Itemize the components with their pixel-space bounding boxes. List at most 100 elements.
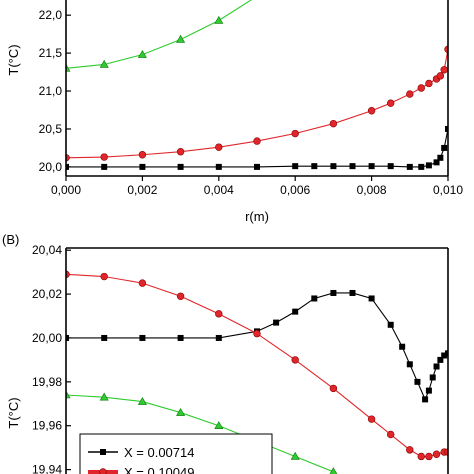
panel-a-x-tick-label: 0,000 bbox=[51, 183, 81, 197]
panel-a-series-1-point bbox=[417, 84, 425, 92]
panel-b-series-1-line bbox=[66, 273, 448, 458]
panel-b-series-1-point bbox=[417, 452, 425, 461]
panel-a-series-0-point bbox=[177, 163, 184, 170]
panel-b-series-1-point bbox=[215, 310, 223, 318]
panel-a-series-1-point bbox=[66, 154, 70, 162]
panel-a-series-1-point bbox=[387, 99, 395, 107]
panel-b-series-0-point bbox=[292, 308, 299, 315]
panel-b-series-0-point bbox=[414, 378, 421, 385]
panel-a-x-axis-title: r(m) bbox=[245, 209, 269, 224]
panel-a-series-2-line bbox=[66, 0, 253, 69]
panel-b-series-1-point bbox=[425, 452, 433, 461]
panel-b-y-tick-label: 19,96 bbox=[32, 419, 62, 433]
panel-b-y-tick-label: 20,00 bbox=[32, 331, 62, 345]
panel-a-x-tick-label: 0,004 bbox=[204, 183, 234, 197]
panel-a-series-0-point bbox=[330, 163, 337, 170]
panel-b-series-1-point bbox=[406, 446, 414, 454]
panel-a-series-1-point bbox=[425, 79, 433, 88]
panel-a-series-0-point bbox=[445, 125, 448, 132]
panel-a-series-0-point bbox=[387, 163, 394, 170]
panel-b-series-0-point bbox=[433, 363, 440, 370]
panel-b-series-0-point bbox=[387, 321, 394, 328]
panel-a-series-0-point bbox=[368, 163, 375, 170]
panel-b-series-0-point bbox=[422, 396, 429, 403]
panel-b-series-2-point bbox=[66, 390, 71, 399]
panel-b-series-1-point bbox=[176, 292, 185, 300]
panel-b-series-2-point bbox=[329, 467, 338, 474]
panel-a-y-axis-title: T(°C) bbox=[6, 44, 21, 75]
panel-b-y-tick-label: 19,94 bbox=[32, 463, 62, 474]
panel-a-series-1-point bbox=[367, 107, 376, 115]
panel-a-x-tick-label: 0,010 bbox=[433, 183, 463, 197]
panel-a-series-0-point bbox=[254, 163, 260, 170]
panel-a-series-1-point bbox=[444, 45, 448, 54]
panel-a-series-0-point bbox=[425, 162, 432, 169]
chart-panel-b: (B) 19,94 19,96 19,98 20,00 20,02 20,04 T(°C)… bbox=[2, 232, 449, 474]
panel-a-series-0-point bbox=[311, 163, 318, 170]
panel-b-label: (B) bbox=[2, 232, 19, 247]
panel-b-series-2-line bbox=[66, 394, 334, 473]
panel-b-legend: X = 0.00714 X = 0.10049 bbox=[79, 433, 273, 474]
panel-b-series-0-point bbox=[273, 319, 280, 326]
panel-b-series-1-point bbox=[432, 450, 441, 458]
panel-b-y-tick-label: 20,02 bbox=[32, 287, 62, 301]
panel-a-x-tick-label: 0,008 bbox=[357, 183, 387, 197]
panel-a-series-2-point bbox=[214, 15, 224, 24]
panel-b-series-0-point bbox=[349, 289, 356, 296]
panel-b-series-0-point bbox=[445, 350, 448, 357]
panel-b-series-0-point bbox=[330, 289, 337, 296]
panel-a-series-1-point bbox=[100, 153, 108, 161]
panel-b-series-2-point bbox=[214, 421, 224, 430]
panel-a-series-1-point bbox=[329, 119, 338, 128]
panel-a-series-0-point bbox=[437, 154, 444, 161]
panel-b-series-0-point bbox=[399, 343, 406, 350]
panel-b-series-2-point bbox=[137, 396, 147, 405]
panel-b-series-0-point bbox=[441, 352, 448, 359]
panel-b-series-1-point bbox=[329, 384, 338, 393]
panel-b-series-0-point bbox=[215, 334, 222, 341]
panel-b-y-tick-label: 20,04 bbox=[32, 243, 62, 257]
panel-a-series-0-line bbox=[66, 128, 448, 168]
legend-box bbox=[79, 433, 273, 474]
panel-a-series-1-point bbox=[215, 143, 223, 151]
panel-b-series-0-point bbox=[437, 356, 444, 363]
panel-a-series-2-point bbox=[66, 63, 71, 72]
panel-a-series-1-point bbox=[440, 66, 448, 74]
panel-a-series-0-point bbox=[139, 163, 146, 170]
panel-a-series-1-point bbox=[138, 151, 147, 159]
panel-b-series-1-point bbox=[138, 279, 147, 287]
panel-a-series-2-point bbox=[99, 59, 109, 68]
panel-a-x-tick-label: 0,006 bbox=[280, 183, 310, 197]
panel-a-y-tick-label: 21,0 bbox=[39, 84, 63, 98]
panel-b-series-2-point bbox=[290, 451, 300, 460]
legend-entry-label: X = 0.10049 bbox=[124, 465, 194, 474]
panel-a-series-2-point bbox=[176, 34, 186, 43]
panel-a-series-0-point bbox=[215, 163, 222, 170]
panel-b-series-0-point bbox=[406, 361, 413, 368]
panel-a-y-tick-label: 21,5 bbox=[39, 46, 63, 60]
panel-b-series-1-point bbox=[444, 448, 448, 456]
legend-swatch-marker bbox=[100, 449, 106, 455]
panel-a-series-1-point bbox=[406, 90, 414, 98]
panel-a-series-0-point bbox=[101, 163, 108, 170]
panel-b-series-0-point bbox=[368, 295, 375, 302]
panel-a-series-0-point bbox=[349, 163, 356, 170]
panel-b-series-0-point bbox=[311, 295, 318, 302]
panel-b-series-1-point bbox=[387, 430, 395, 439]
panel-b-series-0-point bbox=[177, 334, 184, 341]
panel-a-series-1-point bbox=[253, 137, 261, 145]
panel-b-series-1-point bbox=[253, 329, 261, 338]
panel-a-series-0-point bbox=[441, 144, 448, 151]
panel-a-y-tick-label: 20,0 bbox=[39, 160, 63, 174]
panel-b-series-0-point bbox=[429, 374, 436, 381]
panel-b-series-1-point bbox=[291, 356, 299, 364]
panel-a-y-tick-label: 22,0 bbox=[39, 8, 63, 22]
panel-b-series-1-point bbox=[367, 415, 376, 423]
panel-b-y-tick-label: 19,98 bbox=[32, 375, 62, 389]
panel-b-series-1-point bbox=[66, 270, 70, 279]
panel-b-y-axis-title: T(°C) bbox=[6, 397, 21, 428]
panel-a-series-0-point bbox=[418, 163, 425, 170]
panel-a-series-1-point bbox=[291, 129, 299, 138]
panel-b-series-0-point bbox=[425, 387, 432, 394]
